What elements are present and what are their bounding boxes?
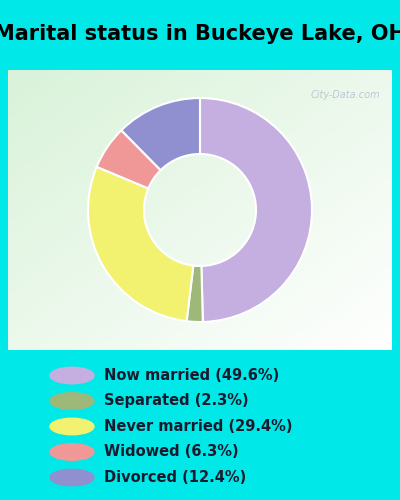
Circle shape [50, 367, 94, 384]
Text: Separated (2.3%): Separated (2.3%) [104, 394, 249, 408]
Text: Never married (29.4%): Never married (29.4%) [104, 419, 292, 434]
Wedge shape [121, 98, 200, 170]
Circle shape [50, 444, 94, 460]
Text: Marital status in Buckeye Lake, OH: Marital status in Buckeye Lake, OH [0, 24, 400, 44]
Circle shape [50, 393, 94, 409]
Circle shape [50, 469, 94, 486]
Wedge shape [187, 266, 203, 322]
Wedge shape [88, 167, 193, 321]
Wedge shape [200, 98, 312, 322]
Text: Divorced (12.4%): Divorced (12.4%) [104, 470, 246, 485]
Text: Now married (49.6%): Now married (49.6%) [104, 368, 279, 383]
Text: City-Data.com: City-Data.com [311, 90, 380, 100]
Circle shape [50, 418, 94, 434]
Wedge shape [97, 130, 161, 188]
Text: Widowed (6.3%): Widowed (6.3%) [104, 444, 239, 460]
